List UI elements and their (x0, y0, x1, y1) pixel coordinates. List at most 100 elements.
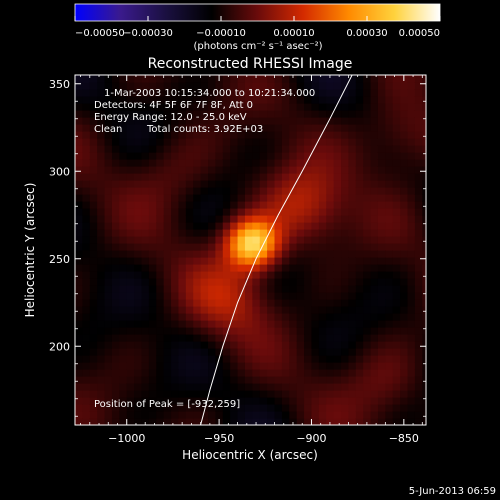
heatmap-cell (148, 173, 157, 181)
heatmap-cell (311, 138, 320, 146)
heatmap-cell (178, 313, 187, 321)
colorbar-tick-label: 0.00010 (273, 28, 314, 39)
heatmap-cell (230, 145, 239, 153)
heatmap-cell (304, 180, 313, 188)
heatmap-cell (163, 103, 172, 111)
heatmap-cell (414, 292, 423, 300)
heatmap-cell (185, 103, 194, 111)
heatmap-cell (311, 299, 320, 307)
heatmap-cell (244, 411, 253, 419)
heatmap-cell (274, 180, 283, 188)
heatmap-cell (296, 187, 305, 195)
heatmap-cell (97, 180, 106, 188)
heatmap-cell (215, 362, 224, 370)
heatmap-cell (141, 376, 150, 384)
heatmap-cell (148, 145, 157, 153)
heatmap-cell (355, 180, 364, 188)
heatmap-cell (200, 82, 209, 90)
heatmap-cell (156, 376, 165, 384)
heatmap-cell (75, 390, 83, 398)
heatmap-cell (363, 404, 372, 412)
heatmap-cell (134, 355, 143, 363)
heatmap-cell (230, 355, 239, 363)
heatmap-cell (400, 271, 409, 279)
heatmap-cell (422, 187, 426, 195)
heatmap-cell (200, 313, 209, 321)
heatmap-cell (311, 75, 320, 83)
heatmap-cell (333, 257, 342, 265)
heatmap-cell (422, 103, 426, 111)
heatmap-cell (163, 285, 172, 293)
heatmap-cell (281, 390, 290, 398)
heatmap-cell (252, 110, 261, 118)
heatmap-cell (82, 376, 91, 384)
heatmap-cell (156, 124, 165, 132)
heatmap-cell (385, 82, 394, 90)
heatmap-cell (377, 327, 386, 335)
heatmap-cell (163, 292, 172, 300)
heatmap-cell (230, 334, 239, 342)
heatmap-cell (119, 96, 128, 104)
heatmap-cell (348, 285, 357, 293)
heatmap-cell (422, 166, 426, 174)
heatmap-cell (304, 327, 313, 335)
heatmap-cell (326, 355, 335, 363)
heatmap-cell (414, 257, 423, 265)
heatmap-cell (348, 418, 357, 425)
heatmap-cell (237, 285, 246, 293)
heatmap-cell (252, 355, 261, 363)
heatmap-cell (311, 264, 320, 272)
heatmap-cell (230, 327, 239, 335)
heatmap-cell (326, 208, 335, 216)
heatmap-cell (392, 404, 401, 412)
heatmap-cell (163, 411, 172, 419)
heatmap-cell (259, 264, 268, 272)
heatmap-cell (259, 82, 268, 90)
heatmap-cell (126, 355, 135, 363)
heatmap-cell (178, 194, 187, 202)
heatmap-cell (208, 96, 216, 104)
heatmap-cell (222, 166, 231, 174)
heatmap-cell (281, 243, 290, 251)
heatmap-cell (407, 404, 416, 412)
heatmap-cell (363, 313, 372, 321)
heatmap-cell (259, 278, 268, 286)
heatmap-cell (304, 96, 313, 104)
heatmap-cell (355, 327, 364, 335)
heatmap-cell (222, 103, 231, 111)
heatmap-cell (163, 397, 172, 405)
heatmap-cell (185, 376, 194, 384)
heatmap-cell (363, 201, 372, 209)
heatmap-cell (97, 103, 106, 111)
heatmap-cell (134, 124, 143, 132)
heatmap-cell (237, 89, 246, 97)
heatmap-cell (370, 369, 379, 377)
heatmap-cell (141, 110, 150, 118)
heatmap-cell (259, 208, 268, 216)
heatmap-cell (75, 383, 83, 391)
heatmap-cell (163, 145, 172, 153)
heatmap-cell (97, 145, 106, 153)
heatmap-cell (341, 138, 350, 146)
heatmap-cell (163, 320, 172, 328)
heatmap-cell (89, 96, 98, 104)
heatmap-cell (148, 124, 157, 132)
heatmap-cell (148, 327, 157, 335)
heatmap-cell (377, 187, 386, 195)
heatmap-cell (222, 187, 231, 195)
heatmap-cell (318, 180, 327, 188)
heatmap-cell (370, 243, 379, 251)
heatmap-cell (104, 201, 113, 209)
heatmap-cell (89, 390, 98, 398)
heatmap-cell (193, 376, 202, 384)
heatmap-cell (414, 320, 423, 328)
heatmap-cell (75, 75, 83, 83)
heatmap-cell (200, 159, 209, 167)
heatmap-cell (348, 82, 357, 90)
heatmap-cell (281, 376, 290, 384)
heatmap-cell (318, 131, 327, 139)
heatmap-cell (400, 180, 409, 188)
heatmap-cell (156, 285, 165, 293)
heatmap-cell (304, 362, 313, 370)
heatmap-cell (97, 159, 106, 167)
